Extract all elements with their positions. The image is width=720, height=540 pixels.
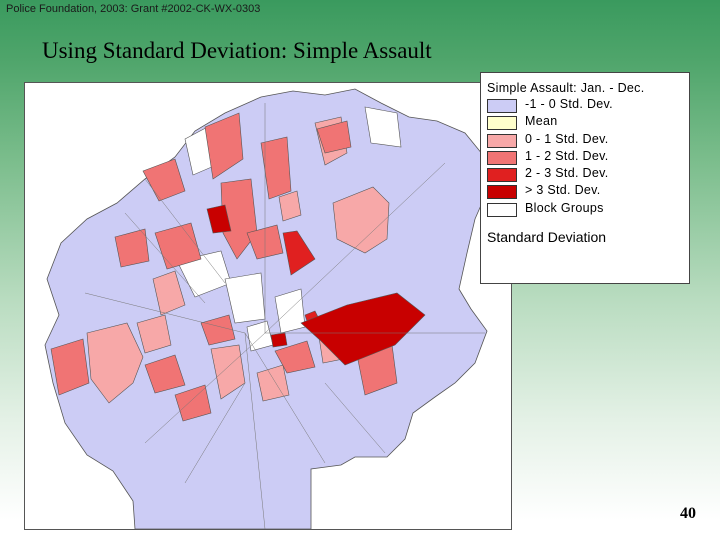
choropleth-map: [24, 82, 512, 530]
block-group-2-3: [282, 230, 316, 276]
legend-item-2-3: 2 - 3 Std. Dev.: [487, 166, 683, 183]
block-group-0-1: [332, 186, 390, 254]
legend-label: Mean: [525, 114, 558, 128]
legend-item-0-1: 0 - 1 Std. Dev.: [487, 132, 683, 149]
legend-swatch: [487, 151, 517, 165]
block-group-1-2: [50, 338, 90, 396]
block-group-1-2: [200, 314, 236, 346]
block-group-over-3: [206, 204, 232, 234]
legend-swatch: [487, 203, 517, 217]
legend-swatch: [487, 99, 517, 113]
legend-label: > 3 Std. Dev.: [525, 183, 601, 197]
legend-item-minus1-0: -1 - 0 Std. Dev.: [487, 97, 683, 114]
block-group-0-1: [86, 322, 144, 404]
legend-swatch: [487, 116, 517, 130]
legend-item-mean: Mean: [487, 114, 683, 131]
block-group-white: [364, 106, 402, 148]
map-canvas: [44, 88, 490, 529]
block-group-1-2: [142, 158, 186, 202]
page-number: 40: [680, 505, 696, 522]
map-legend: Simple Assault: Jan. - Dec. -1 - 0 Std. …: [480, 72, 690, 284]
block-group-1-2: [204, 112, 244, 180]
legend-title: Simple Assault: Jan. - Dec.: [487, 81, 645, 95]
legend-item-1-2: 1 - 2 Std. Dev.: [487, 149, 683, 166]
block-group-0-1: [136, 314, 172, 354]
legend-swatch: [487, 134, 517, 148]
block-group-1-2: [154, 222, 202, 270]
block-group-1-2: [316, 120, 352, 154]
block-group-0-1: [278, 190, 302, 222]
grant-credit: Police Foundation, 2003: Grant #2002-CK-…: [6, 3, 261, 15]
block-group-over-3: [270, 332, 288, 348]
block-group-over-3: [300, 292, 426, 366]
block-group-1-2: [174, 384, 212, 422]
block-group-1-2: [274, 340, 316, 374]
legend-swatch: [487, 168, 517, 182]
legend-label: 0 - 1 Std. Dev.: [525, 132, 609, 146]
block-group-0-1: [256, 364, 290, 402]
legend-item-over-3: > 3 Std. Dev.: [487, 183, 683, 200]
legend-footer: Standard Deviation: [487, 229, 607, 245]
legend-label: -1 - 0 Std. Dev.: [525, 97, 613, 111]
legend-label: 2 - 3 Std. Dev.: [525, 166, 609, 180]
legend-label: Block Groups: [525, 201, 604, 215]
block-group-1-2: [114, 228, 150, 268]
block-group-1-2: [144, 354, 186, 394]
block-group-1-2: [260, 136, 292, 200]
block-group-0-1: [152, 270, 186, 316]
slide-title: Using Standard Deviation: Simple Assault: [42, 38, 432, 63]
block-group-boundaries: [84, 103, 485, 529]
legend-swatch: [487, 185, 517, 199]
legend-label: 1 - 2 Std. Dev.: [525, 149, 609, 163]
legend-item-block-groups: Block Groups: [487, 201, 683, 218]
